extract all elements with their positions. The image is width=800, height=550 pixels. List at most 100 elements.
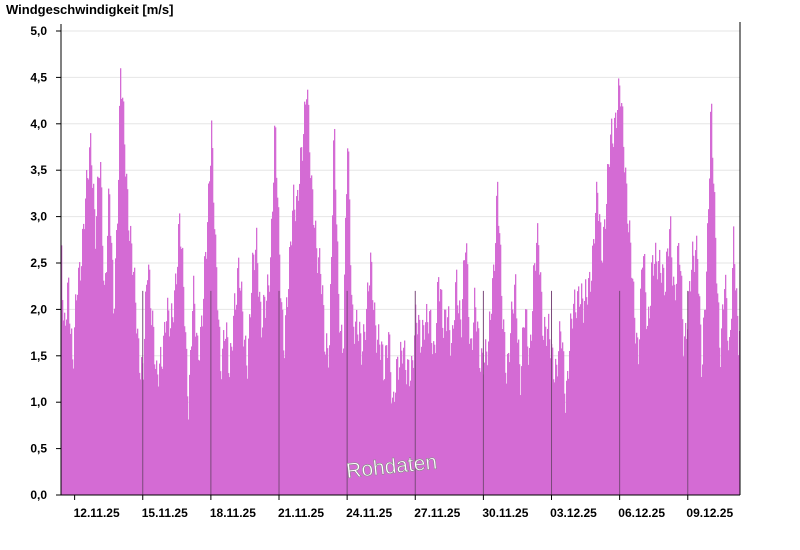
- data-bar: [481, 348, 483, 495]
- data-bar: [537, 223, 539, 495]
- data-bar: [297, 189, 299, 495]
- data-bar: [301, 147, 303, 496]
- data-bar: [709, 178, 711, 495]
- data-bar: [357, 334, 359, 495]
- data-bar: [502, 328, 504, 495]
- data-bar: [98, 177, 100, 495]
- data-bar: [674, 284, 676, 495]
- data-bar: [649, 318, 651, 495]
- data-bar: [396, 359, 398, 495]
- data-bar: [167, 297, 169, 495]
- data-bar: [729, 337, 731, 495]
- data-bar: [90, 133, 92, 495]
- data-bar: [143, 379, 145, 495]
- data-bar: [171, 303, 173, 495]
- x-tick-label: 30.11.25: [482, 506, 528, 520]
- data-bar: [402, 363, 404, 495]
- data-bar: [437, 281, 439, 495]
- chart-title: Windgeschwindigkeit [m/s]: [6, 2, 174, 17]
- data-bar: [386, 345, 388, 495]
- data-bar: [493, 264, 495, 495]
- data-bar: [498, 225, 500, 495]
- data-bar: [106, 272, 108, 495]
- data-bar: [460, 319, 462, 495]
- data-bar: [102, 245, 104, 495]
- data-bar: [584, 300, 586, 495]
- data-bar: [595, 212, 597, 495]
- data-bar: [521, 366, 523, 495]
- data-bar: [413, 367, 415, 495]
- data-bar: [340, 330, 342, 495]
- data-bar: [228, 373, 230, 495]
- x-tick-label: 21.11.25: [278, 506, 324, 520]
- data-bar: [648, 306, 650, 495]
- data-bar: [327, 348, 329, 495]
- data-bar: [543, 339, 545, 495]
- y-tick-label: 1,5: [30, 349, 47, 363]
- data-bar: [217, 310, 219, 495]
- data-bar: [441, 289, 443, 495]
- data-bar: [525, 309, 527, 495]
- data-bar: [231, 346, 233, 495]
- data-bar: [309, 152, 311, 495]
- data-bar: [208, 183, 210, 495]
- data-bar: [265, 317, 267, 495]
- data-bar: [566, 380, 568, 495]
- data-bar: [599, 214, 601, 495]
- data-bar: [333, 140, 335, 496]
- data-bar: [153, 326, 155, 495]
- data-bar: [259, 291, 261, 495]
- data-bar: [151, 325, 153, 495]
- data-bar: [148, 264, 150, 495]
- data-bar: [335, 189, 337, 495]
- data-bar: [720, 367, 722, 495]
- data-bar: [234, 293, 236, 495]
- data-bar: [238, 257, 240, 495]
- data-bar: [379, 344, 381, 495]
- data-bar: [371, 261, 373, 495]
- data-bar: [397, 356, 399, 495]
- data-bar: [614, 117, 616, 495]
- data-bar: [64, 312, 66, 495]
- data-bar: [240, 290, 242, 495]
- data-bar: [80, 280, 82, 495]
- data-bar: [331, 256, 333, 495]
- data-bar: [738, 355, 740, 495]
- data-bar: [95, 248, 97, 495]
- data-bar: [442, 327, 444, 495]
- data-bar: [719, 347, 721, 495]
- data-bar: [91, 165, 93, 495]
- data-bar: [89, 147, 91, 495]
- data-bar: [383, 380, 385, 495]
- data-bar: [407, 359, 409, 495]
- data-bar: [737, 315, 739, 495]
- data-bar: [421, 346, 423, 495]
- data-bar: [455, 282, 457, 495]
- data-bar: [499, 233, 501, 495]
- data-bar: [387, 358, 389, 495]
- data-bar: [68, 277, 70, 495]
- data-bar: [565, 412, 567, 495]
- data-bar: [235, 309, 237, 495]
- data-bar: [73, 368, 75, 495]
- data-bar: [119, 105, 121, 495]
- data-bar: [722, 304, 724, 495]
- data-bar: [205, 251, 207, 495]
- data-bar: [707, 223, 709, 496]
- data-bar: [257, 263, 259, 495]
- data-bar: [311, 175, 313, 495]
- data-bar: [589, 271, 591, 495]
- data-bar: [659, 249, 661, 495]
- data-bar: [444, 309, 446, 495]
- data-bar: [512, 309, 514, 495]
- data-bar: [547, 328, 549, 495]
- data-bar: [290, 241, 292, 495]
- data-bar: [219, 326, 221, 495]
- data-bar: [477, 321, 479, 495]
- data-bar: [733, 226, 735, 495]
- data-bar: [184, 326, 186, 495]
- data-bar: [242, 311, 244, 495]
- data-bar: [620, 106, 622, 495]
- data-bar: [207, 222, 209, 495]
